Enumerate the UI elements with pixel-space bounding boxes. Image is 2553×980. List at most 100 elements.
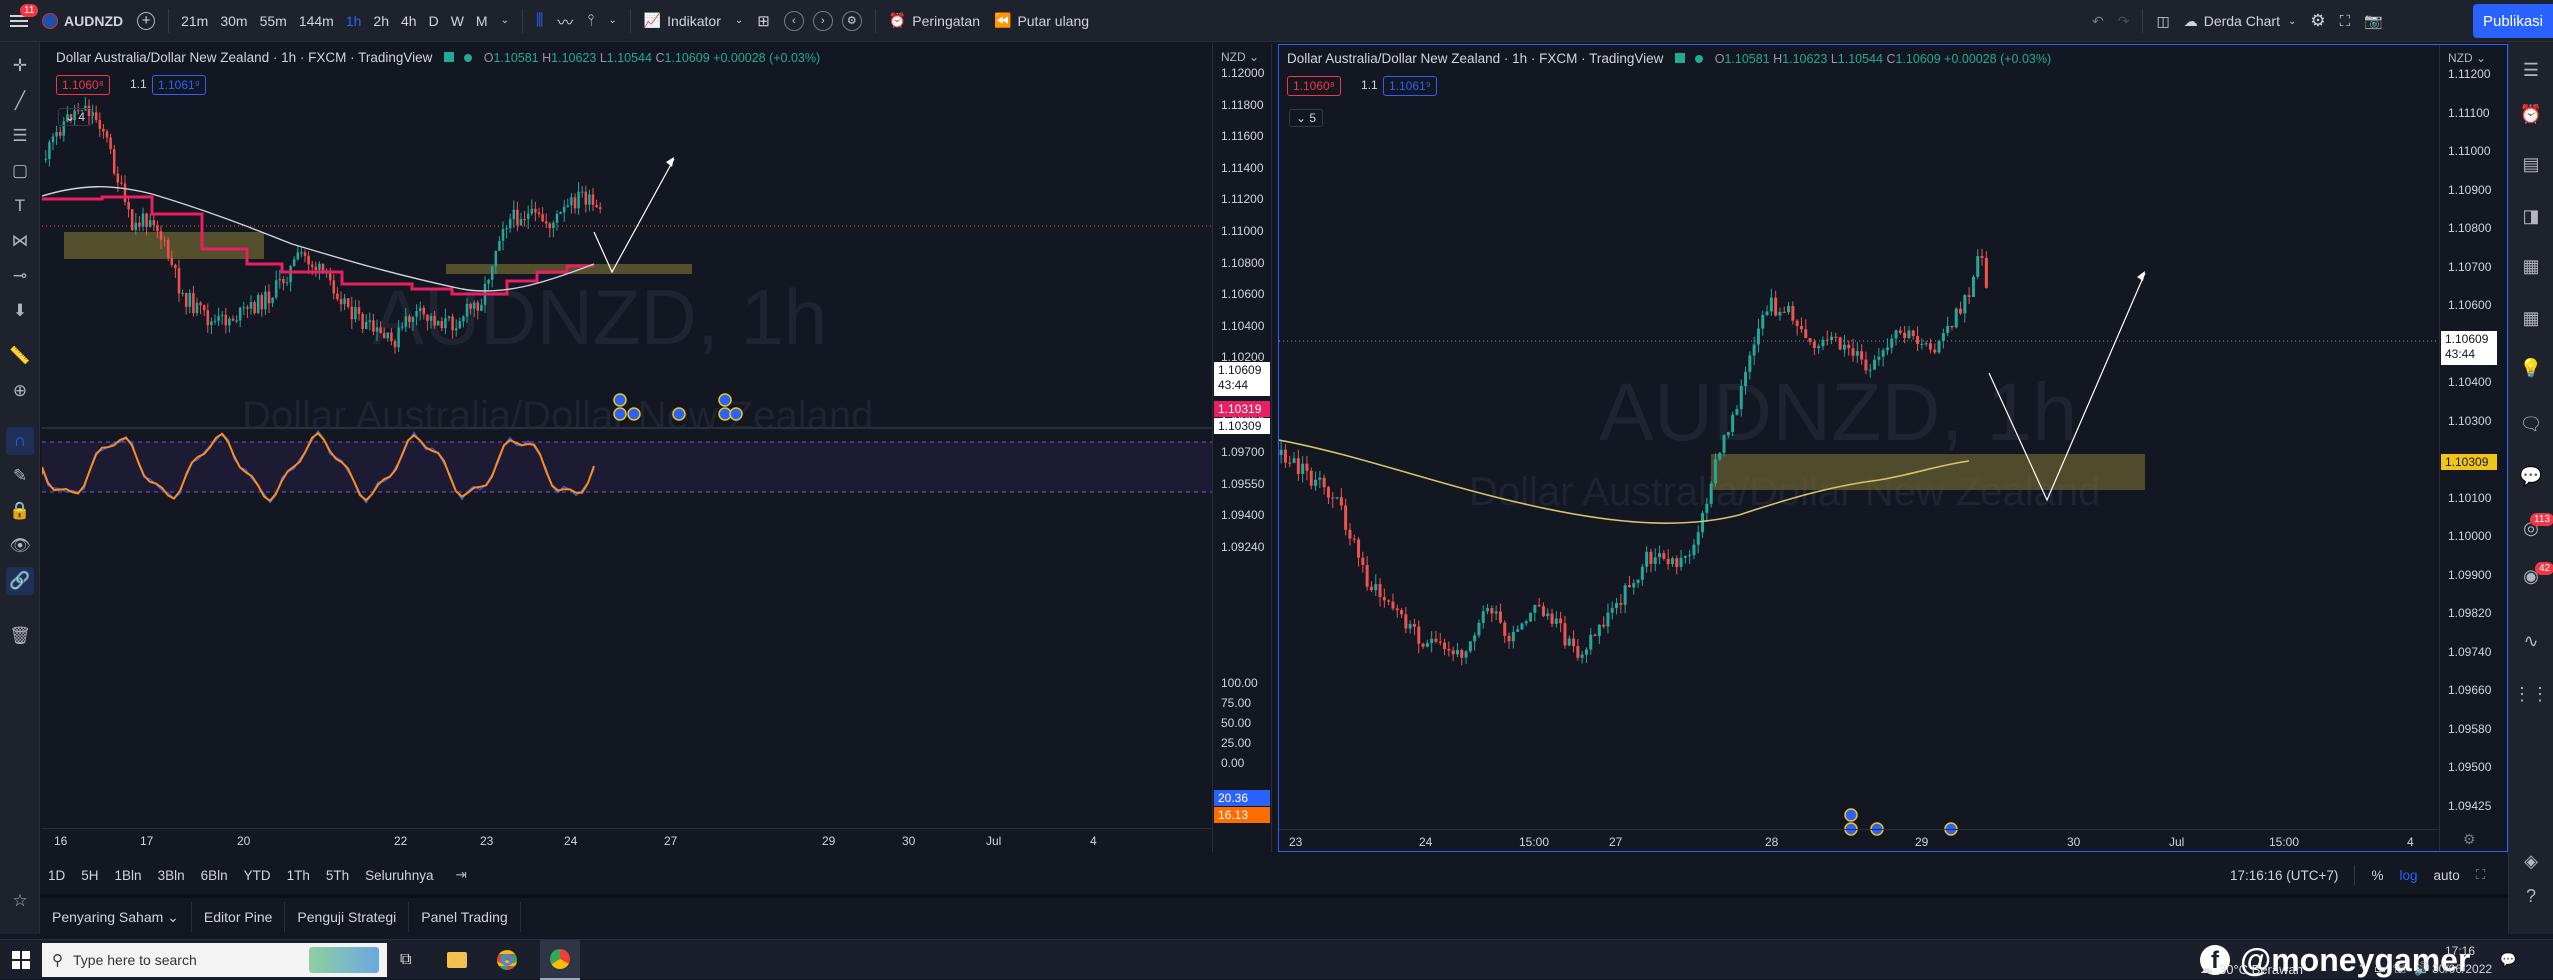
left-price-scale[interactable]: NZD ⌄ 1.12000 1.11800 1.11600 1.11400 1.1120…	[1212, 44, 1271, 852]
right-chart-canvas[interactable]: AUDNZD, 1h Dollar Australia/Dollar New Z…	[1279, 45, 2508, 852]
ideas-bulb-icon[interactable]: 💡	[2519, 357, 2543, 378]
calendar-icon[interactable]: ▦	[2522, 255, 2540, 276]
chrome-active-icon[interactable]	[540, 940, 580, 980]
undo-icon[interactable]: ↶	[2092, 12, 2104, 29]
timeframe-55m[interactable]: 55m	[259, 12, 287, 29]
weather-widget[interactable]: ☁ 30°C Berawan	[2200, 961, 2303, 977]
indicators-button[interactable]: 📈 Indikator	[637, 0, 728, 42]
range-1Bln[interactable]: 1Bln	[114, 867, 142, 883]
order-icon[interactable]: ⋮⋮	[2513, 683, 2549, 704]
timeframe-1h[interactable]: 1h	[345, 12, 362, 29]
clock-display[interactable]: 17:16:16 (UTC+7)	[2230, 867, 2339, 883]
menu-button[interactable]: 11	[0, 0, 39, 42]
pulse-icon[interactable]: ∿	[2523, 630, 2539, 651]
watchlist-icon[interactable]: ☰	[2522, 59, 2540, 80]
right-price-scale[interactable]: NZD ⌄ 1.11200 1.11100 1.11000 1.10900 1.1080…	[2439, 45, 2507, 851]
data-window-icon[interactable]: ▤	[2522, 153, 2540, 174]
right-buy-button[interactable]: 1.1061⁹	[1383, 76, 1437, 96]
eye-icon[interactable]: 👁	[9, 536, 31, 555]
zoom-in-icon[interactable]: ⊕	[12, 381, 28, 400]
range-Seluruhnya[interactable]: Seluruhnya	[365, 867, 434, 883]
range-5Th[interactable]: 5Th	[325, 867, 350, 883]
magnet-icon[interactable]: ∩	[6, 427, 34, 455]
left-chart-canvas[interactable]: AUDNZD, 1h Dollar Australia/Dollar New Z…	[42, 44, 1272, 852]
range-1D[interactable]: 1D	[48, 867, 66, 883]
range-6Bln[interactable]: 6Bln	[200, 867, 228, 883]
goto-date-icon[interactable]: ⇥	[455, 867, 467, 882]
left-chart-pane[interactable]: AUDNZD, 1h Dollar Australia/Dollar New Z…	[42, 44, 1272, 852]
right-indicator-toggle[interactable]: ⌄ 5	[1289, 109, 1324, 127]
shapes-icon[interactable]: ▢	[11, 161, 29, 180]
trash-icon[interactable]: 🗑	[9, 626, 31, 645]
left-currency[interactable]: NZD ⌄	[1221, 50, 1260, 64]
range-3Bln[interactable]: 3Bln	[157, 867, 185, 883]
publish-button[interactable]: Publikasi	[2473, 4, 2553, 38]
left-sell-button[interactable]: 1.1060⁸	[56, 75, 110, 95]
replay-button[interactable]: ⏪ Putar ulang	[987, 0, 1096, 42]
text-icon[interactable]: T	[14, 196, 26, 215]
chart-type-dropdown[interactable]: ⌄	[608, 15, 617, 26]
calendar-grid-icon[interactable]: ▦	[2522, 307, 2540, 328]
layers-icon[interactable]: ◈	[2524, 850, 2538, 871]
candle-chart-icon[interactable]: ⫯	[587, 11, 595, 29]
fullscreen-icon[interactable]: ⛶	[2339, 12, 2351, 30]
log-toggle[interactable]: log	[2399, 867, 2418, 883]
undo-circle-icon[interactable]: ‹	[777, 0, 811, 42]
fullscreen-corner-icon[interactable]: ⛶	[2475, 867, 2486, 882]
arrow-down-icon[interactable]: ⬇	[12, 301, 28, 320]
news-icon[interactable]: ◨	[2522, 205, 2540, 226]
indicators-dropdown[interactable]: ⌄	[734, 15, 744, 26]
right-currency[interactable]: NZD ⌄	[2448, 51, 2487, 65]
timeframe-dropdown[interactable]: ⌄	[500, 15, 509, 26]
system-tray-icons[interactable]: ⌃▭☏🔊	[2357, 961, 2437, 976]
fib-icon[interactable]: ☰	[12, 126, 28, 145]
camera-icon[interactable]: 📷	[2364, 13, 2383, 30]
lock-icon[interactable]: 🔒	[9, 501, 31, 520]
range-YTD[interactable]: YTD	[243, 867, 271, 883]
timeframe-M[interactable]: M	[475, 12, 488, 29]
bottom-tab-3[interactable]: Panel Trading	[409, 902, 521, 932]
ruler-icon[interactable]: 📏	[9, 346, 31, 365]
timeframe-30m[interactable]: 30m	[220, 12, 248, 29]
file-explorer-icon[interactable]	[447, 940, 467, 980]
bottom-tab-2[interactable]: Penguji Strategi	[285, 902, 410, 932]
line-chart-icon[interactable]: 〰	[557, 14, 574, 32]
timeframe-144m[interactable]: 144m	[298, 12, 334, 29]
alarm-clock-icon[interactable]: ⏰	[2519, 103, 2543, 124]
bottom-tab-1[interactable]: Editor Pine	[192, 902, 286, 932]
auto-toggle[interactable]: auto	[2433, 867, 2460, 883]
layout-name-button[interactable]: ☁ Derda Chart ⌄	[2177, 0, 2304, 42]
timeframe-21m[interactable]: 21m	[181, 12, 209, 29]
pattern-icon[interactable]: ⋈	[11, 231, 29, 250]
help-icon[interactable]: ?	[2525, 885, 2536, 906]
timeframe-2h[interactable]: 2h	[373, 12, 389, 29]
templates-icon[interactable]: ⊞	[757, 12, 770, 30]
add-symbol-button[interactable]: +	[130, 0, 162, 42]
timeframe-D[interactable]: D	[428, 12, 439, 29]
task-view-icon[interactable]: ⧉	[400, 951, 412, 968]
trend-line-icon[interactable]: ╱	[14, 91, 26, 110]
crosshair-icon[interactable]: ✛	[12, 56, 28, 75]
notifications-icon[interactable]: ◉	[2523, 565, 2539, 586]
layout-icon[interactable]: ◫	[2156, 12, 2170, 29]
windows-start-icon[interactable]	[12, 940, 30, 980]
action-center-icon[interactable]: 💬	[2500, 952, 2517, 967]
link-icon[interactable]: 🔗	[6, 567, 34, 595]
range-1Th[interactable]: 1Th	[286, 867, 310, 883]
bottom-tab-0[interactable]: Penyaring Saham ⌄	[40, 902, 192, 932]
settings-gear-icon[interactable]: ⚙	[2310, 11, 2326, 30]
chat-icon[interactable]: 🗨	[2519, 413, 2543, 434]
options-circle-icon[interactable]: ⚙	[835, 0, 869, 42]
symbol-search[interactable]: AUDNZD	[35, 0, 130, 42]
timeframe-W[interactable]: W	[450, 12, 464, 29]
chrome-icon[interactable]	[497, 940, 517, 980]
percent-toggle[interactable]: %	[2371, 867, 2384, 883]
taskbar-clock[interactable]: 17:16 30/06/2022	[2432, 944, 2493, 976]
time-settings-gear-icon[interactable]: ⚙	[2463, 831, 2476, 847]
right-sell-button[interactable]: 1.1060⁸	[1287, 76, 1341, 96]
right-time-axis[interactable]: 23 24 15:00 27 28 29 30 Jul 15:00 4	[1279, 829, 2439, 851]
bar-chart-type-icon[interactable]: ⫼	[535, 11, 544, 29]
prediction-icon[interactable]: ⊸	[12, 266, 28, 285]
lock-drawing-icon[interactable]: ✎	[12, 466, 28, 485]
left-time-axis[interactable]: 16 17 20 22 23 24 27 29 30 Jul 4	[42, 828, 1212, 852]
